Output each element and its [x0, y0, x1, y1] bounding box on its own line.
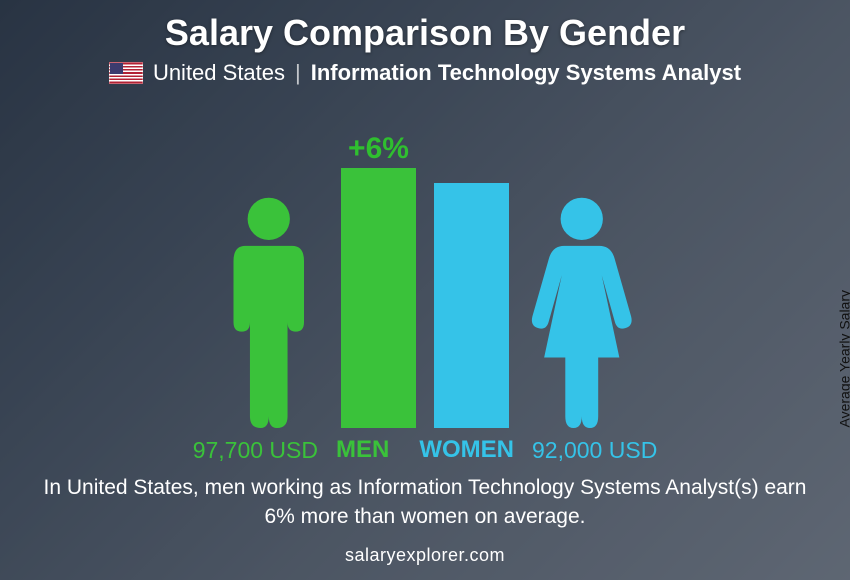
labels-row: 97,700 USD MEN WOMEN 92,000 USD	[0, 436, 850, 464]
female-person-icon	[523, 193, 641, 428]
infographic-content: Salary Comparison By Gender United State…	[0, 0, 850, 580]
men-bar-wrap: +6%	[341, 132, 416, 428]
men-salary: 97,700 USD	[193, 437, 318, 464]
country-label: United States	[153, 60, 285, 86]
male-icon	[210, 193, 328, 428]
separator: |	[295, 60, 301, 86]
y-axis-label: Average Yearly Salary	[836, 290, 850, 428]
men-label: MEN	[336, 436, 389, 464]
men-bar	[341, 168, 416, 428]
summary-text: In United States, men working as Informa…	[35, 474, 815, 531]
women-bar-wrap	[434, 183, 509, 428]
women-label: WOMEN	[419, 436, 514, 464]
job-title: Information Technology Systems Analyst	[311, 60, 741, 86]
women-group	[434, 183, 641, 428]
chart: +6%	[0, 96, 850, 428]
male-person-icon	[210, 193, 328, 428]
page-title: Salary Comparison By Gender	[165, 12, 685, 54]
men-group: +6%	[210, 132, 417, 428]
subtitle: United States | Information Technology S…	[109, 60, 741, 86]
gender-labels: MEN WOMEN	[336, 436, 514, 464]
women-salary: 92,000 USD	[532, 437, 657, 464]
female-icon	[523, 193, 641, 428]
women-bar	[434, 183, 509, 428]
percent-difference: +6%	[348, 132, 409, 166]
source-footer: salaryexplorer.com	[345, 545, 505, 566]
us-flag-icon	[109, 62, 143, 84]
